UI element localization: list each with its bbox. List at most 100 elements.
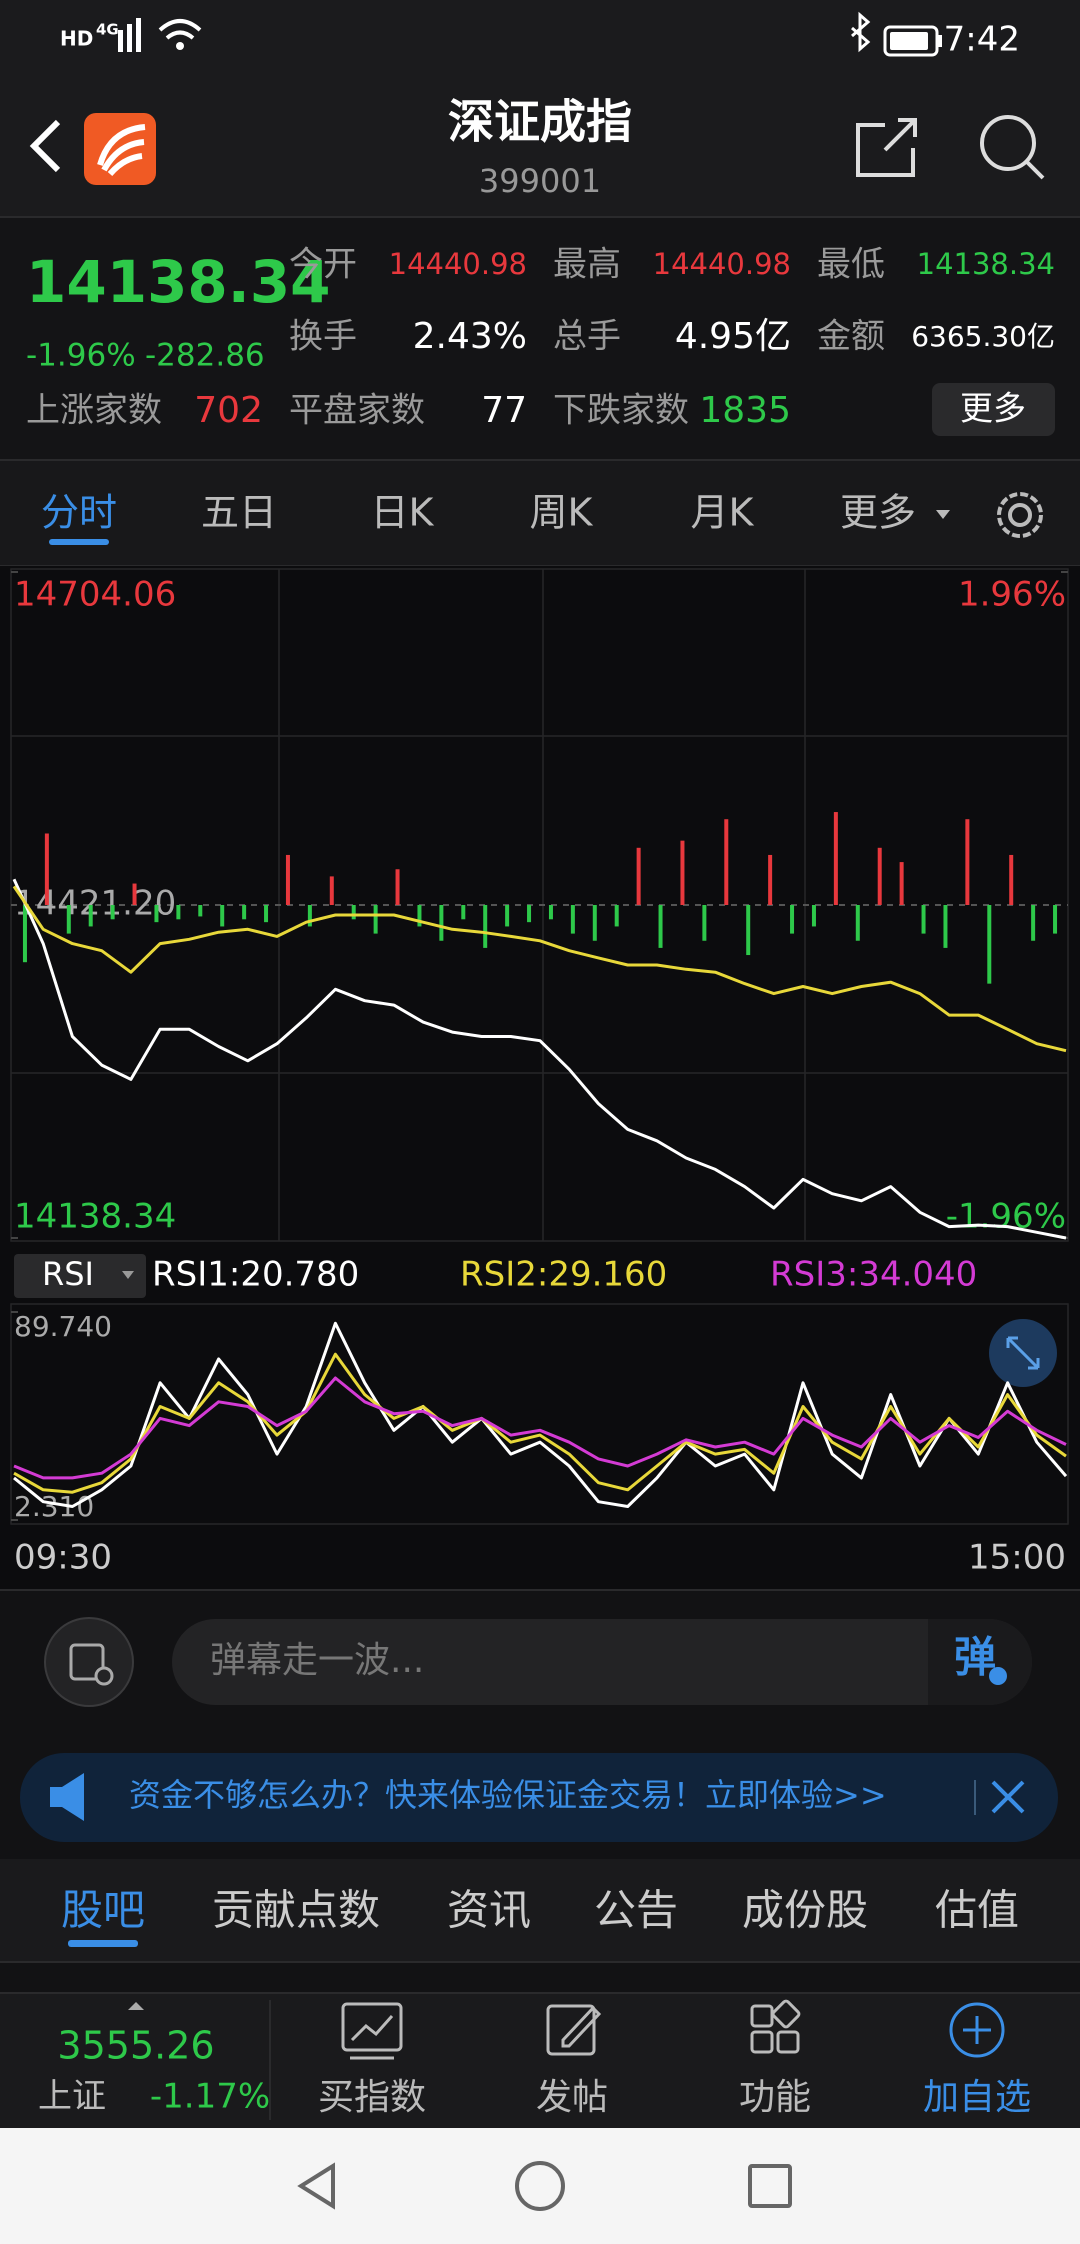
period-tab[interactable]: 分时 [41, 491, 117, 535]
volume-bar [264, 905, 269, 923]
danmu-settings[interactable] [44, 1617, 134, 1707]
expand-arrow [128, 2002, 144, 2010]
volume-bar [461, 905, 466, 920]
volume-bar [220, 905, 225, 927]
volume-bar [439, 905, 444, 941]
settings-button[interactable] [997, 492, 1043, 538]
period-tab[interactable]: 月K [691, 491, 755, 535]
action-label[interactable]: 加自选 [923, 2077, 1031, 2118]
more-label[interactable]: 更多 [960, 389, 1026, 428]
search-button[interactable] [980, 115, 1045, 180]
breadth-label: 上涨家数 [26, 391, 162, 431]
volume-bar [570, 905, 575, 934]
volume-bar [22, 905, 27, 963]
volume-bar [132, 883, 137, 905]
field-value: 14440.98 [653, 247, 791, 281]
volume-bar [921, 905, 926, 934]
volume-bar [724, 819, 729, 905]
section-tabs-bg [0, 1859, 1080, 1962]
volume-bar [44, 833, 49, 905]
section-tab[interactable]: 股吧 [61, 1886, 145, 1935]
tabs-bg [0, 460, 1080, 566]
field-label: 换手 [289, 317, 357, 357]
system-nav[interactable] [297, 2161, 792, 2211]
volume-bar [242, 905, 247, 920]
volume-bar [483, 905, 488, 948]
period-tab[interactable]: 更多 [840, 491, 916, 535]
series-line [13, 1376, 1067, 1480]
danmu-button[interactable]: 弹 [954, 1633, 996, 1682]
section-tab[interactable]: 贡献点数 [212, 1886, 380, 1935]
volume-bar [66, 905, 71, 934]
volume-bar [877, 847, 882, 905]
period-tab[interactable]: 日K [371, 491, 435, 535]
section-tab[interactable]: 公告 [594, 1886, 678, 1935]
banner-close[interactable] [991, 1780, 1025, 1814]
change-pct: -1.96% [26, 338, 136, 374]
field-label: 今开 [289, 245, 357, 285]
index-change[interactable]: -1.17% [150, 2077, 270, 2117]
volume-bar [307, 905, 312, 927]
field-label: 最低 [817, 245, 885, 285]
breadth-value: 1835 [699, 390, 791, 431]
back-button[interactable] [29, 119, 61, 173]
volume-bar [1009, 854, 1014, 905]
indicator-selector[interactable] [14, 1254, 146, 1298]
volume-bar [614, 905, 619, 927]
banner-text[interactable]: 资金不够怎么办？快来体验保证金交易！立即体验>> [129, 1776, 887, 1814]
change: -282.86 [145, 338, 265, 374]
banner[interactable] [20, 1753, 1058, 1842]
volume-bar [329, 876, 334, 905]
action-label[interactable]: 发帖 [536, 2077, 608, 2118]
volume-bar [658, 905, 663, 948]
breadth-value: 77 [481, 390, 527, 431]
section-tab[interactable]: 资讯 [447, 1886, 531, 1935]
volume-bar [505, 905, 510, 927]
y-tick-label: 14704.06 [14, 575, 176, 615]
volume-bar [351, 905, 356, 920]
status-hd: HD [60, 27, 93, 51]
volume-bar [987, 905, 992, 984]
last-price: 14138.34 [26, 248, 331, 316]
volume-bar [899, 862, 904, 905]
volume-bar [198, 905, 203, 917]
volume-bar [548, 905, 553, 920]
volume-bar [373, 905, 378, 934]
more-button[interactable] [932, 383, 1055, 436]
field-label: 总手 [553, 317, 621, 357]
section-tab[interactable]: 估值 [935, 1886, 1019, 1935]
status-icons [118, 11, 942, 57]
danmu-placeholder[interactable]: 弹幕走一波... [210, 1640, 424, 1681]
field-value: 14138.34 [917, 247, 1055, 281]
volume-bar [88, 905, 93, 927]
share-button[interactable] [856, 118, 917, 177]
section-tab[interactable]: 成份股 [742, 1886, 868, 1935]
field-label: 金额 [817, 317, 885, 357]
expand-button[interactable] [989, 1319, 1057, 1387]
volume-bar [110, 905, 115, 920]
volume-bar [790, 905, 795, 934]
breadth-label: 平盘家数 [289, 391, 425, 431]
status-network: 4G [96, 21, 119, 39]
legend-entry: RSI1:20.780 [152, 1255, 359, 1295]
action-label[interactable]: 买指数 [318, 2077, 426, 2118]
volume-bar [176, 905, 181, 920]
period-tab[interactable]: 五日 [201, 491, 277, 535]
volume-bar [943, 905, 948, 948]
dropdown-arrow [122, 1271, 134, 1279]
period-tab[interactable]: 周K [530, 491, 594, 535]
indicator-name[interactable]: RSI [42, 1255, 94, 1293]
danmu-input[interactable] [172, 1619, 1032, 1705]
action-label[interactable]: 功能 [739, 2077, 811, 2118]
breadth-value: 702 [194, 390, 263, 431]
index-value[interactable]: 3555.26 [57, 2024, 214, 2068]
danmu-send[interactable] [928, 1619, 1032, 1705]
field-value: 6365.30亿 [911, 320, 1055, 353]
send-badge [989, 1667, 1007, 1685]
page-title: 深证成指 [448, 95, 632, 149]
app-logo [84, 113, 156, 185]
megaphone-icon [50, 1773, 84, 1821]
x-label: 09:30 [14, 1538, 112, 1578]
index-name[interactable]: 上证 [38, 2077, 106, 2117]
